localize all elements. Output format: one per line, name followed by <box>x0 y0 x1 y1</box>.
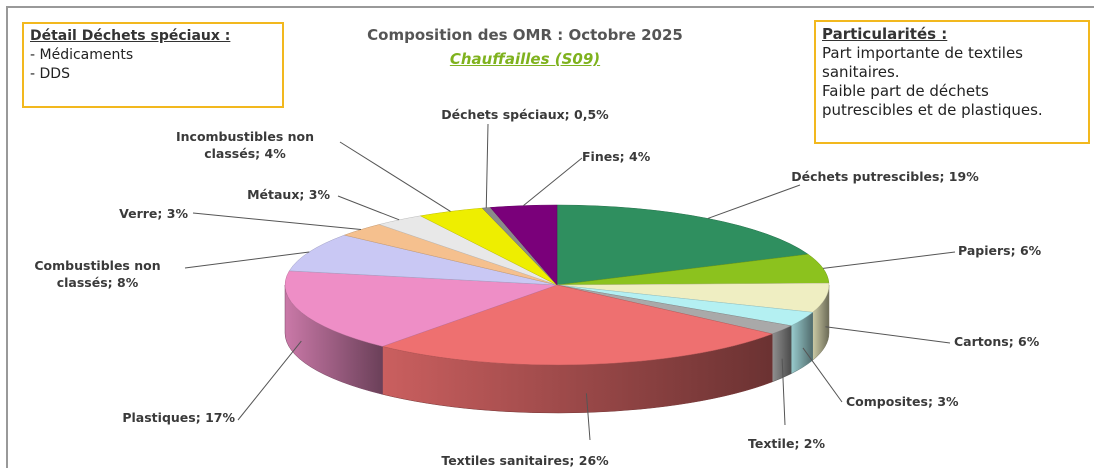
slice <box>288 234 558 286</box>
slice-name: Combustibles non classés <box>34 258 161 290</box>
note-line: - DDS <box>30 66 70 82</box>
slice-value: 6% <box>1019 243 1042 258</box>
slice-name: Cartons <box>954 334 1009 349</box>
slice-name: Plastiques <box>122 410 196 425</box>
chart-subtitle: Chauffailles (S09) <box>449 50 601 68</box>
slice-label: Papiers; 6% <box>958 243 1042 258</box>
slice-label: Verre; 3% <box>119 206 188 221</box>
leader-line <box>192 212 362 231</box>
slice-value: 2% <box>803 436 826 451</box>
slice-name: Textile <box>748 436 795 451</box>
slice-value: 3% <box>308 187 330 202</box>
slice-value: 26% <box>578 453 609 468</box>
note-title: Particularités : <box>822 25 948 43</box>
slice-name: Fines <box>582 149 620 164</box>
slice <box>284 270 558 347</box>
slice-label: Déchets putrescibles; 19% <box>791 169 979 184</box>
slice-value: 17% <box>205 410 235 425</box>
slice-label: Fines; 4% <box>582 149 651 164</box>
slice <box>489 204 558 286</box>
leader-line <box>802 347 843 403</box>
note-line: Part importante de textiles sanitaires. <box>822 44 1023 81</box>
slice-value: 3% <box>166 206 188 221</box>
slice-name: Textiles sanitaires <box>441 453 570 468</box>
leader-line <box>237 340 302 421</box>
leader-line <box>339 141 451 212</box>
slice-name: Papiers <box>958 243 1011 258</box>
slice-name: Composites <box>846 394 928 409</box>
note-box: Particularités : Part importante de text… <box>814 20 1090 144</box>
note-line: Faible part de déchets putrescibles et d… <box>822 82 1043 119</box>
slice-label: Déchets spéciaux; 0,5% <box>441 107 609 122</box>
chart-title: Composition des OMR : Octobre 2025 <box>367 26 683 44</box>
slice-label: Métaux; 3% <box>247 187 330 202</box>
slice-value: 3% <box>937 394 959 409</box>
frame <box>6 6 1094 468</box>
slice-value: 4% <box>629 149 651 164</box>
slice-label: Combustibles non classés; 8% <box>34 258 161 290</box>
leader-line <box>184 251 310 269</box>
slice-label: Cartons; 6% <box>954 334 1040 349</box>
note-title: Détail Déchets spéciaux : <box>30 28 231 44</box>
leader-line <box>485 123 489 208</box>
slice <box>556 204 809 286</box>
slice-name: Déchets spéciaux <box>441 107 565 122</box>
leader-line <box>781 358 786 426</box>
slice-value: 4% <box>264 146 286 161</box>
slice-name: Métaux <box>247 187 300 202</box>
slice-label: Composites; 3% <box>846 394 959 409</box>
slice-side <box>772 325 792 383</box>
slice-label: Incombustibles non classés; 4% <box>175 129 314 161</box>
note-line: - Médicaments <box>30 47 134 63</box>
leader-line <box>707 184 801 219</box>
leader-line <box>585 393 591 441</box>
slice-value: 8% <box>117 275 139 290</box>
note-box: Détail Déchets spéciaux : - Médicaments … <box>22 22 284 108</box>
slice <box>381 284 774 366</box>
slice-label: Textiles sanitaires; 26% <box>441 453 609 468</box>
leader-line <box>825 326 951 344</box>
slice-label: Textile; 2% <box>748 436 826 451</box>
leader-line <box>523 157 583 207</box>
slice-name: Déchets putrescibles <box>791 169 940 184</box>
slice-value: 0,5% <box>574 107 609 122</box>
slice-label: Plastiques; 17% <box>122 410 235 425</box>
slice-name: Incombustibles non classés <box>175 129 314 161</box>
slice-name: Verre <box>119 206 158 221</box>
slice-value: 6% <box>1018 334 1040 349</box>
slice-value: 19% <box>948 169 979 184</box>
leader-line <box>823 251 956 269</box>
leader-line <box>337 195 400 221</box>
